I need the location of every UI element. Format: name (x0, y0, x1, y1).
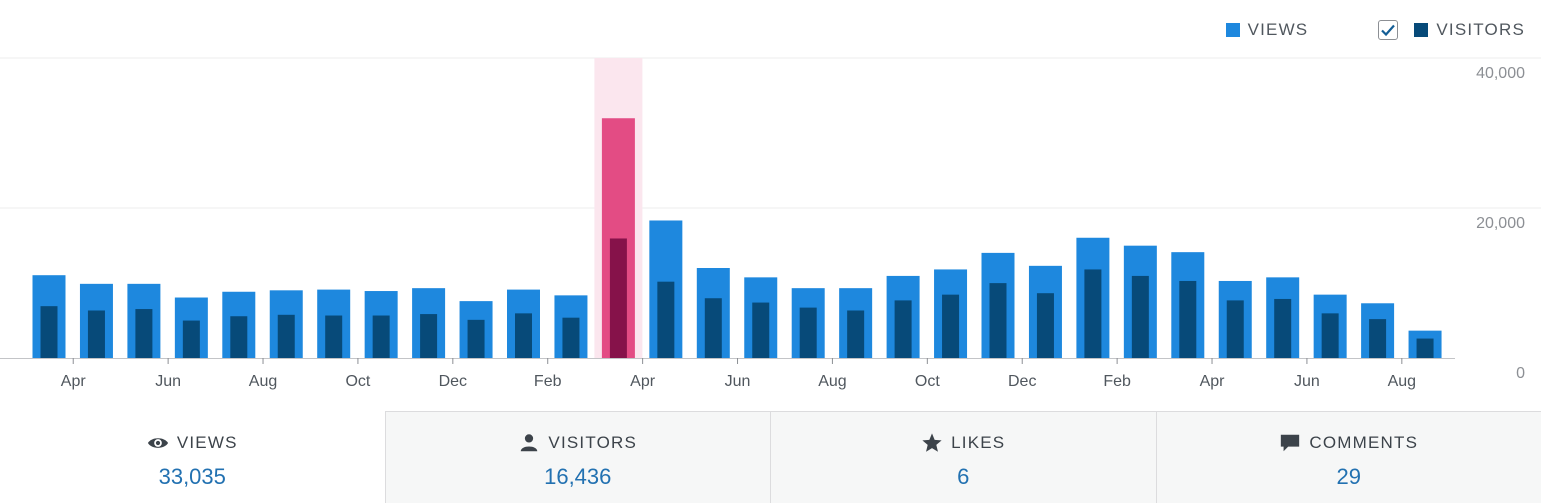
tab-visitors[interactable]: VISITORS 16,436 (384, 411, 770, 503)
visitors-swatch (1414, 23, 1429, 37)
comment-icon (1281, 434, 1300, 452)
legend-views-label: VIEWS (1247, 20, 1309, 39)
visitors-bar (1321, 313, 1339, 358)
star-icon (922, 433, 942, 452)
x-tick-label: Dec (1008, 373, 1036, 390)
legend-views: VIEWS (1225, 20, 1309, 40)
visitors-bar (1416, 338, 1434, 358)
visitors-bar (325, 315, 343, 358)
visitors-bar (1369, 319, 1387, 358)
comments-stat-label: COMMENTS (1309, 433, 1419, 452)
tab-comments[interactable]: COMMENTS 29 (1155, 411, 1541, 503)
chart-legend: VIEWS VISITORS (1225, 18, 1525, 42)
visitors-bar (847, 310, 865, 358)
visitors-bar (942, 294, 960, 358)
x-tick-label: Dec (439, 373, 467, 390)
x-tick-label: Feb (1103, 373, 1131, 390)
visitors-bar (1179, 280, 1197, 358)
likes-stat-value: 6 (957, 464, 970, 489)
eye-icon (147, 438, 168, 448)
views-stat-label: VIEWS (176, 433, 238, 452)
y-tick-label: 0 (1516, 365, 1525, 382)
visitors-bar (1274, 298, 1292, 358)
visitors-bar (799, 307, 817, 358)
visitors-bar (372, 315, 390, 358)
person-icon (521, 434, 538, 452)
x-tick-label: Oct (345, 373, 370, 390)
y-tick-label: 40,000 (1476, 65, 1525, 82)
visitors-bar (1226, 300, 1244, 358)
y-tick-label: 20,000 (1476, 215, 1525, 232)
visitors-bar (562, 317, 580, 358)
visitors-bar (277, 314, 295, 358)
visitors-bar (230, 316, 248, 358)
x-tick-label: Jun (155, 373, 181, 390)
comments-stat-value: 29 (1336, 464, 1361, 489)
stats-tabs: VIEWS 33,035 VISITORS 16,436 LIKES 6 COM… (0, 411, 1541, 503)
visitors-bar (704, 298, 722, 358)
legend-visitors[interactable]: VISITORS (1378, 20, 1525, 40)
visitors-bar (420, 314, 438, 358)
x-tick-label: Aug (818, 373, 846, 390)
visitors-stat-value: 16,436 (544, 464, 612, 489)
checkmark-icon (1381, 24, 1396, 37)
x-tick-label: Aug (249, 373, 277, 390)
tab-likes[interactable]: LIKES 6 (770, 411, 1156, 503)
legend-visitors-label: VISITORS (1436, 20, 1525, 39)
x-tick-label: Aug (1388, 373, 1416, 390)
visitors-bar (657, 281, 675, 358)
visitors-bar (989, 283, 1007, 358)
visitors-bar (752, 302, 770, 358)
views-swatch (1225, 23, 1240, 37)
visitors-checkbox[interactable] (1378, 20, 1399, 40)
x-tick-label: Jun (725, 373, 751, 390)
visitors-bar (467, 319, 485, 358)
visitors-bar (1036, 293, 1054, 358)
visitors-bar (87, 310, 105, 358)
x-tick-label: Apr (61, 373, 87, 390)
x-tick-label: Apr (630, 373, 656, 390)
visitors-bar (1131, 275, 1149, 358)
visitors-bar (894, 300, 912, 358)
likes-stat-label: LIKES (951, 433, 1006, 452)
tab-views[interactable]: VIEWS 33,035 (0, 411, 385, 503)
x-tick-label: Feb (534, 373, 562, 390)
visitors-stat-label: VISITORS (548, 433, 638, 452)
visitors-bar (609, 238, 627, 358)
visitors-bar (40, 306, 58, 358)
x-tick-label: Oct (915, 373, 940, 390)
bar-chart: 40,000 20,000 0 Apr Jun Aug Oct Dec Feb Apr Jun Aug… (0, 57, 1541, 390)
visitors-bar (135, 309, 153, 358)
visitors-bar (515, 313, 532, 358)
visitors-bar (182, 320, 200, 358)
views-stat-value: 33,035 (158, 464, 226, 489)
x-tick-label: Apr (1200, 373, 1226, 390)
x-tick-label: Jun (1294, 373, 1320, 390)
visitors-bar (1084, 269, 1102, 358)
